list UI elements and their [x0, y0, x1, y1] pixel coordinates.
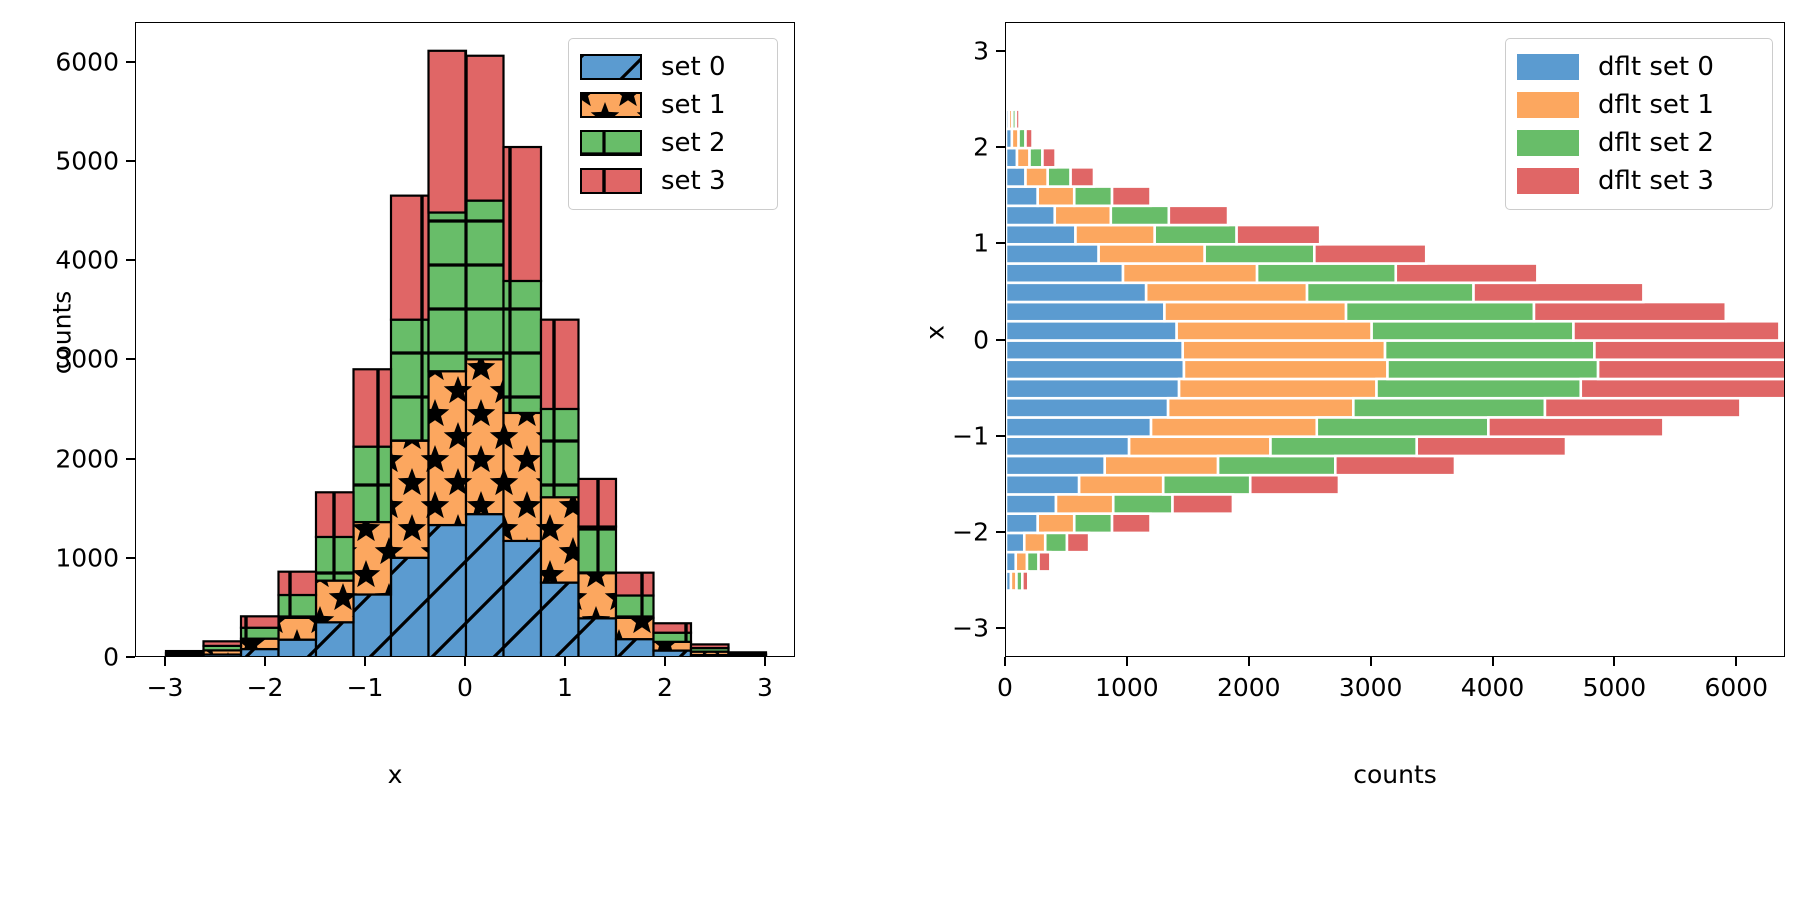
- right-y-tick-label: −1: [952, 421, 989, 451]
- right-x-tick-label: 4000: [1460, 673, 1525, 702]
- left-legend-swatch: [580, 54, 642, 80]
- right-y-tick-mark: [996, 146, 1005, 149]
- right-legend-row[interactable]: dflt set 1: [1517, 86, 1761, 124]
- right-plot-axes: [1005, 22, 1785, 657]
- left-y-tick-mark: [126, 60, 135, 63]
- right-y-tick-label: 3: [973, 36, 989, 66]
- left-y-tick-label: 0: [103, 642, 119, 672]
- left-legend-label: set 0: [661, 52, 726, 82]
- left-x-axis-label: x: [387, 760, 403, 789]
- right-x-tick-label: 5000: [1582, 673, 1647, 702]
- left-y-tick-label: 4000: [55, 245, 119, 275]
- left-x-tick-label: 1: [557, 673, 573, 702]
- left-y-tick-label: 5000: [55, 146, 119, 176]
- right-y-tick-mark: [996, 627, 1005, 630]
- left-legend-swatch: [580, 92, 642, 118]
- right-x-tick-label: 3000: [1338, 673, 1403, 702]
- right-legend-label: dflt set 3: [1598, 166, 1714, 196]
- right-legend-label: dflt set 0: [1598, 52, 1714, 82]
- right-x-tick-mark: [1491, 657, 1494, 666]
- left-histogram-svg: [164, 49, 768, 656]
- left-x-tick-mark: [664, 657, 666, 666]
- left-x-tick-label: −3: [146, 673, 184, 702]
- left-legend-row[interactable]: set 2: [580, 124, 766, 162]
- right-legend-row[interactable]: dflt set 2: [1517, 124, 1761, 162]
- left-y-tick-label: 6000: [55, 47, 119, 77]
- right-plot-canvas: [1006, 23, 1784, 656]
- right-legend-label: dflt set 1: [1598, 90, 1714, 120]
- right-x-tick-mark: [1004, 657, 1006, 666]
- left-plot-legend: set 0 set 1 set 2 set 3: [568, 38, 778, 210]
- left-x-tick-mark: [564, 657, 566, 666]
- right-histogram-svg: [1006, 50, 1784, 631]
- left-x-tick-mark: [764, 657, 766, 666]
- right-x-tick-mark: [1613, 657, 1616, 666]
- left-y-tick-label: 3000: [55, 344, 119, 374]
- right-y-tick-label: 0: [973, 325, 989, 354]
- left-x-tick-mark: [264, 657, 266, 666]
- right-y-axis-label: x: [920, 325, 950, 340]
- right-x-tick-label: 0: [997, 673, 1013, 702]
- left-x-tick-mark: [164, 657, 166, 666]
- right-y-tick-mark: [996, 434, 1005, 437]
- right-y-tick-mark: [996, 49, 1005, 52]
- right-y-tick-mark: [996, 242, 1005, 245]
- left-legend-label: set 1: [661, 90, 726, 120]
- right-legend-label: dflt set 2: [1598, 128, 1714, 158]
- left-y-tick-label: 1000: [55, 543, 119, 573]
- left-x-tick-label: 2: [657, 673, 673, 702]
- left-y-tick-mark: [126, 159, 135, 162]
- right-x-tick-label: 1000: [1095, 673, 1159, 702]
- left-y-tick-mark: [126, 259, 135, 262]
- left-legend-swatch: [580, 130, 642, 156]
- left-y-tick-mark: [126, 358, 135, 361]
- left-y-tick-label: 2000: [55, 444, 119, 474]
- left-legend-row[interactable]: set 0: [580, 48, 766, 86]
- right-x-tick-label: 2000: [1216, 673, 1281, 702]
- right-x-tick-label: 6000: [1704, 673, 1769, 702]
- left-y-tick-mark: [126, 656, 135, 658]
- left-y-tick-mark: [126, 457, 135, 460]
- right-y-tick-label: 1: [973, 228, 989, 258]
- left-x-tick-label: 0: [457, 673, 473, 702]
- right-y-tick-label: −2: [952, 517, 989, 547]
- right-y-tick-mark: [996, 338, 1005, 341]
- left-legend-row[interactable]: set 1: [580, 86, 766, 124]
- left-legend-swatch: [580, 168, 642, 194]
- left-plot-canvas: [136, 23, 794, 656]
- left-x-tick-label: −2: [246, 673, 284, 702]
- right-y-tick-label: −3: [952, 613, 989, 643]
- right-x-tick-mark: [1369, 657, 1372, 666]
- left-legend-row[interactable]: set 3: [580, 162, 766, 200]
- right-legend-swatch: [1517, 168, 1579, 194]
- right-y-tick-mark: [996, 530, 1005, 533]
- left-y-axis-label: counts: [47, 290, 77, 375]
- right-legend-swatch: [1517, 92, 1579, 118]
- right-legend-swatch: [1517, 130, 1579, 156]
- right-y-tick-label: 2: [973, 132, 989, 162]
- left-legend-label: set 2: [661, 128, 726, 158]
- right-legend-swatch: [1517, 54, 1579, 80]
- right-legend-row[interactable]: dflt set 3: [1517, 162, 1761, 200]
- right-legend-row[interactable]: dflt set 0: [1517, 48, 1761, 86]
- right-x-tick-mark: [1735, 657, 1738, 666]
- right-x-tick-mark: [1125, 657, 1128, 666]
- left-x-tick-mark: [364, 657, 366, 666]
- left-x-tick-label: −1: [346, 673, 384, 702]
- right-x-tick-mark: [1247, 657, 1250, 666]
- left-legend-label: set 3: [661, 166, 726, 196]
- right-plot-legend: dflt set 0 dflt set 1 dflt set 2 dflt set 3: [1505, 38, 1773, 210]
- left-x-tick-label: 3: [757, 673, 773, 702]
- left-y-tick-mark: [126, 556, 135, 559]
- left-x-tick-mark: [464, 657, 466, 666]
- right-x-axis-label: counts: [1353, 760, 1437, 789]
